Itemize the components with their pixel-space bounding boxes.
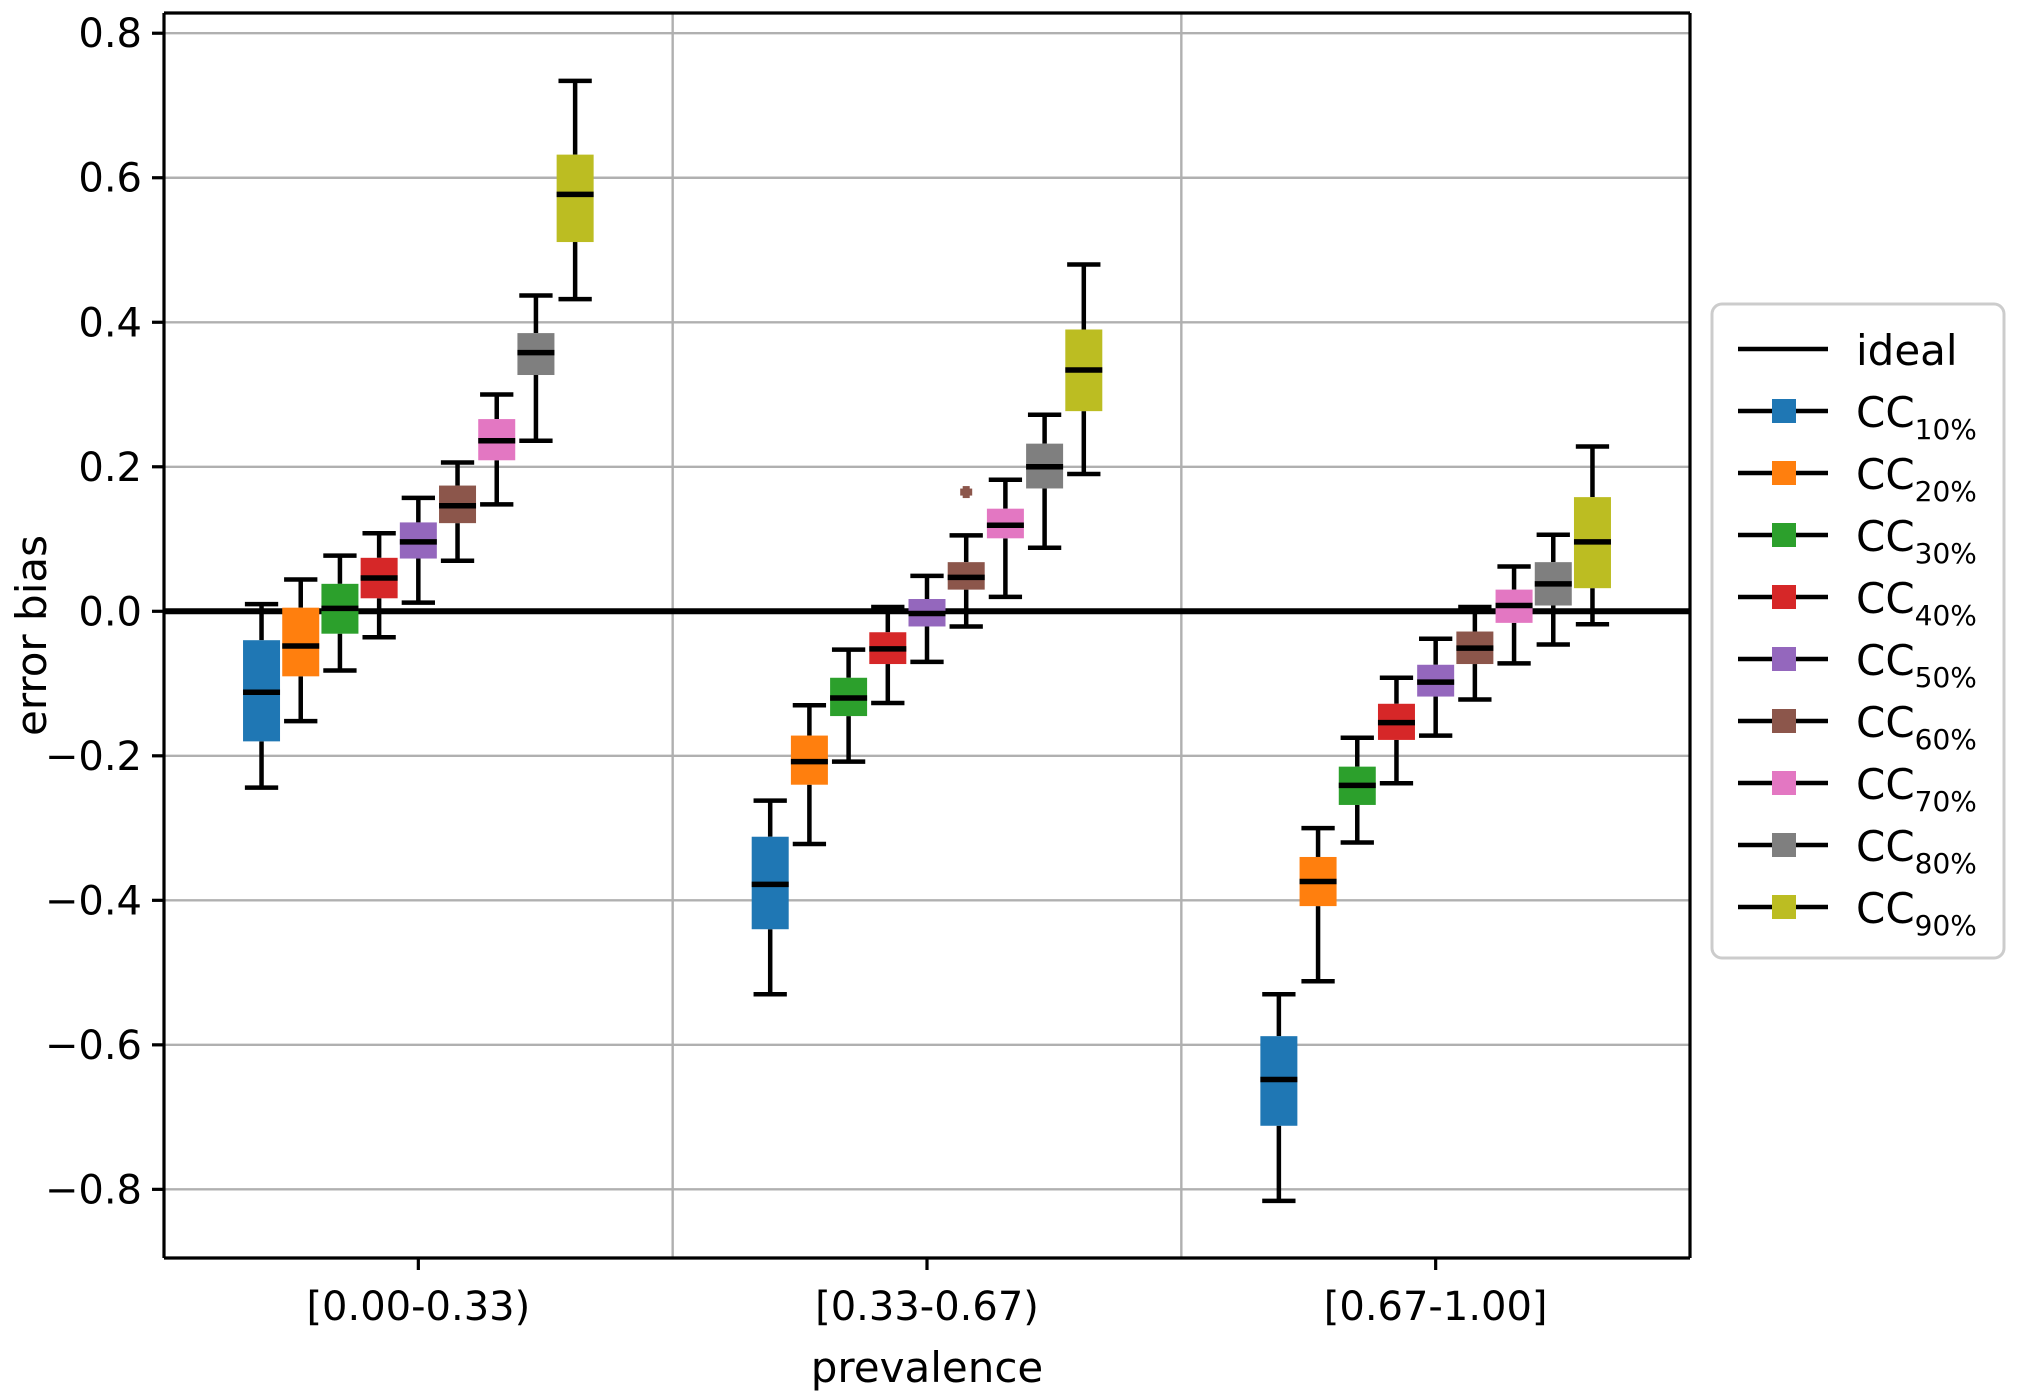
box-cc60%	[1456, 604, 1494, 702]
legend-marker-square	[1772, 833, 1796, 857]
box-rect[interactable]	[282, 607, 320, 677]
plot-area	[164, 13, 1690, 1258]
legend-marker-square	[1772, 523, 1796, 547]
box-cc60%	[439, 460, 477, 563]
box-cc90%	[556, 78, 594, 302]
legend-marker-square	[1772, 461, 1796, 485]
box-cc20%	[282, 577, 320, 724]
legend: idealCC10%CC20%CC30%CC40%CC50%CC60%CC70%…	[1710, 302, 2006, 960]
box-group-1	[243, 78, 594, 790]
box-cc20%	[1299, 825, 1337, 984]
x-tick-label-2: [0.67-1.00]	[1324, 1284, 1548, 1330]
box-cc70%	[1495, 564, 1533, 666]
legend-marker-square	[1772, 585, 1796, 609]
box-cc50%	[399, 495, 437, 605]
x-axis: [0.00-0.33) [0.33-0.67) [0.67-1.00] prevale…	[306, 1258, 1548, 1392]
box-cc90%	[1573, 444, 1611, 627]
x-gridlines	[671, 13, 1183, 1258]
box-cc40%	[869, 604, 907, 706]
y-tick-label-6: −0.4	[45, 878, 142, 924]
legend-marker-square	[1772, 895, 1796, 919]
box-cc70%	[478, 392, 516, 507]
box-cc10%	[1260, 992, 1298, 1204]
box-group-3	[1260, 444, 1611, 1204]
x-axis-title: prevalence	[811, 1343, 1044, 1392]
box-cc30%	[830, 647, 868, 764]
y-tick-label-1: 0.6	[78, 156, 142, 202]
box-cc90%	[1065, 262, 1103, 477]
legend-marker-square	[1772, 771, 1796, 795]
box-cc10%	[751, 798, 789, 997]
y-tick-label-0: 0.8	[78, 11, 142, 57]
legend-marker-square	[1772, 647, 1796, 671]
y-tick-label-8: −0.8	[45, 1167, 142, 1213]
legend-marker-square	[1772, 709, 1796, 733]
box-cc10%	[243, 601, 281, 790]
box-cc70%	[986, 477, 1024, 600]
legend-item-cc90%: CC90%	[1738, 884, 1977, 942]
legend-marker-square	[1772, 399, 1796, 423]
legend-label: CC90%	[1856, 884, 1977, 942]
y-axis: 0.8 0.6 0.4 0.2 0.0 −0.2 −0.4 −0.6 −0.8 error bia…	[7, 11, 164, 1213]
box-cc30%	[321, 553, 359, 673]
box-cc30%	[1338, 735, 1376, 845]
y-gridlines	[164, 32, 1690, 1191]
x-tick-label-1: [0.33-0.67)	[815, 1284, 1039, 1330]
y-tick-label-3: 0.2	[78, 445, 142, 491]
box-cc80%	[517, 293, 555, 444]
box-group-2	[751, 262, 1103, 997]
y-axis-title: error bias	[7, 535, 56, 736]
box-cc60%	[947, 486, 985, 629]
legend-label: ideal	[1856, 326, 1958, 375]
legend-item-cc30%: CC30%	[1738, 512, 1977, 570]
box-cc40%	[1377, 675, 1415, 786]
box-cc40%	[360, 531, 398, 640]
y-tick-label-2: 0.4	[78, 300, 142, 346]
y-tick-label-5: −0.2	[45, 734, 142, 780]
box-cc80%	[1534, 532, 1572, 647]
box-cc80%	[1026, 412, 1064, 550]
box-cc50%	[1417, 636, 1455, 738]
x-tick-label-0: [0.00-0.33)	[306, 1284, 530, 1330]
y-tick-label-4: 0.0	[78, 589, 142, 635]
box-rect[interactable]	[556, 154, 594, 243]
box-cc50%	[908, 573, 946, 665]
box-cc20%	[790, 702, 828, 847]
legend-item-ideal: ideal	[1738, 326, 1958, 375]
y-tick-label-7: −0.6	[45, 1023, 142, 1069]
